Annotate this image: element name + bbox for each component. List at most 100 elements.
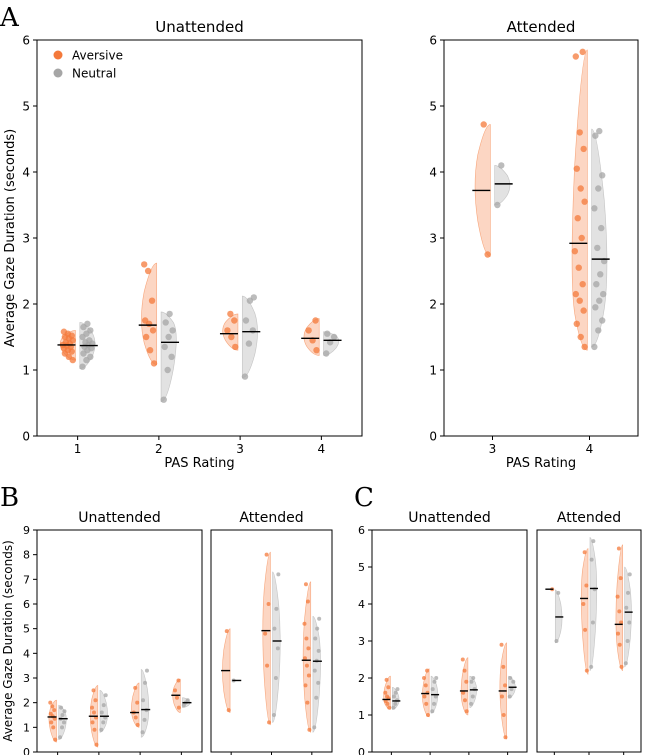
legend-label: Neutral <box>72 67 116 81</box>
aversive-data-point <box>501 713 506 717</box>
neutral-data-point <box>249 327 257 334</box>
aversive-data-point <box>302 656 307 661</box>
neutral-data-point <box>469 701 474 706</box>
aversive-data-point <box>460 657 465 662</box>
x-tick-label: 3 <box>489 442 497 456</box>
aversive-data-point <box>425 713 430 717</box>
neutral-data-point <box>168 353 175 360</box>
y-tick-label: 6 <box>22 33 30 47</box>
y-tick-label: 5 <box>429 99 437 113</box>
aversive-data-point <box>93 698 98 703</box>
aversive-data-point <box>480 121 487 128</box>
aversive-legend-marker <box>53 50 63 60</box>
neutral-data-point <box>591 539 596 544</box>
aversive-data-point <box>580 145 587 153</box>
neutral-data-point <box>274 606 279 611</box>
plot-frame <box>536 529 642 753</box>
neutral-data-point <box>592 132 599 139</box>
chart-title: Attended <box>239 510 303 526</box>
aversive-data-point <box>386 685 391 690</box>
neutral-data-point <box>599 172 606 179</box>
neutral-data-point <box>433 694 438 699</box>
aversive-data-point <box>579 48 586 56</box>
aversive-data-point <box>144 267 152 275</box>
neutral-data-point <box>498 162 505 169</box>
neutral-data-point <box>162 319 169 326</box>
aversive-data-point <box>385 701 390 706</box>
neutral-data-point <box>312 725 317 730</box>
neutral-data-point <box>164 366 171 374</box>
neutral-data-point <box>317 616 322 621</box>
aversive-data-point <box>141 317 149 324</box>
aversive-data-point <box>265 663 270 668</box>
aversive-data-point <box>90 720 95 725</box>
aversive-data-point <box>583 627 588 632</box>
neutral-data-point <box>316 648 321 653</box>
neutral-data-point <box>314 695 319 700</box>
y-tick-label: 0 <box>22 429 30 443</box>
aversive-data-point <box>306 673 311 678</box>
neutral-violin <box>140 669 150 738</box>
aversive-data-point <box>615 594 620 599</box>
y-tick-label: 4 <box>22 165 30 179</box>
neutral-data-point <box>593 281 600 288</box>
neutral-data-point <box>101 720 106 725</box>
aversive-data-point <box>574 215 581 222</box>
neutral-data-point <box>250 294 258 301</box>
aversive-data-point <box>618 576 623 581</box>
chart-C_attended: Attended234PAS Rating <box>536 510 642 755</box>
aversive-data-point <box>484 251 491 258</box>
neutral-data-point <box>430 709 435 714</box>
y-tick-label: 6 <box>23 598 30 611</box>
neutral-violin <box>624 566 632 668</box>
neutral-data-point <box>330 333 338 341</box>
y-tick-label: 2 <box>23 697 30 710</box>
aversive-data-point <box>617 609 622 614</box>
neutral-data-point <box>595 185 602 192</box>
neutral-data-point <box>596 127 603 135</box>
aversive-data-point <box>228 333 235 341</box>
neutral-data-point <box>241 373 249 380</box>
chart-B_attended: Attended234PAS Rating <box>210 510 333 755</box>
y-tick-label: 1 <box>22 363 30 377</box>
y-tick-label: 4 <box>23 647 30 660</box>
aversive-data-point <box>423 683 428 688</box>
neutral-data-point <box>324 330 331 337</box>
neutral-data-point <box>395 687 400 692</box>
aversive-data-point <box>462 698 467 703</box>
aversive-data-point <box>90 705 95 710</box>
aversive-data-point <box>462 668 467 673</box>
aversive-data-point <box>305 327 312 334</box>
aversive-data-point <box>578 234 585 242</box>
y-tick-label: 9 <box>23 524 30 537</box>
aversive-data-point <box>582 550 587 555</box>
aversive-data-point <box>142 333 150 341</box>
neutral-data-point <box>87 353 94 360</box>
neutral-data-point <box>627 620 632 625</box>
x-axis-label: PAS Rating <box>164 456 234 471</box>
aversive-data-point <box>385 694 390 699</box>
aversive-data-point <box>617 642 622 647</box>
neutral-data-point <box>591 343 598 351</box>
y-tick-label: 3 <box>23 672 30 685</box>
neutral-data-point <box>627 572 632 577</box>
x-axis-label: PAS Rating <box>506 456 576 471</box>
neutral-data-point <box>313 636 318 641</box>
x-tick-label: 3 <box>236 442 244 456</box>
aversive-data-point <box>176 678 181 683</box>
aversive-data-point <box>305 599 310 604</box>
neutral-data-point <box>87 327 94 334</box>
aversive-data-point <box>231 317 238 324</box>
aversive-violin <box>460 657 469 716</box>
aversive-data-point <box>576 129 583 136</box>
aversive-data-point <box>499 642 504 647</box>
y-tick-label: 0 <box>429 429 437 443</box>
neutral-data-point <box>59 705 64 710</box>
neutral-data-point <box>391 705 396 710</box>
neutral-data-point <box>592 304 599 311</box>
aversive-data-point <box>226 708 231 713</box>
neutral-data-point <box>60 725 65 730</box>
aversive-data-point <box>48 711 53 716</box>
neutral-data-point <box>589 557 594 562</box>
neutral-data-point <box>101 703 106 708</box>
